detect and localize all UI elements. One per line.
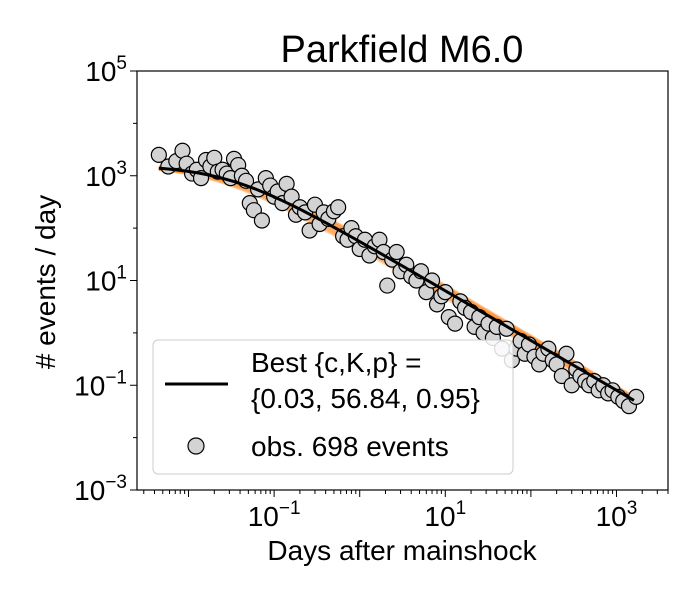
x-axis-label: Days after mainshock [267, 535, 537, 566]
observation-point [553, 367, 570, 385]
observation-point [379, 277, 396, 294]
best-fit-curve [158, 166, 635, 402]
observation-point [446, 315, 464, 332]
x-tick-label: 10−1 [248, 498, 301, 532]
x-axis: 10−1 101 103 [143, 490, 669, 532]
legend-box [152, 339, 514, 475]
y-axis-label: # events / day [30, 195, 61, 369]
y-tick-label: 10−3 [74, 472, 127, 506]
legend: Best {c,K,p} = {0.03, 56.84, 0.95} obs. … [152, 339, 514, 475]
y-tick-label: 105 [85, 53, 127, 87]
legend-obs-label: obs. 698 events [251, 431, 449, 462]
y-tick-label: 10−1 [74, 367, 127, 401]
legend-obs-marker [187, 437, 205, 455]
legend-fit-label-line1: Best {c,K,p} = [251, 347, 421, 378]
y-tick-label: 103 [85, 158, 127, 192]
observation-point [628, 388, 645, 405]
legend-fit-label-line2: {0.03, 56.84, 0.95} [251, 383, 480, 414]
observation-point [388, 243, 405, 261]
x-tick-label: 103 [596, 498, 638, 532]
chart-title: Parkfield M6.0 [281, 29, 524, 71]
observation-point [150, 146, 167, 164]
y-axis: 10−3 10−1 101 103 105 [74, 53, 137, 506]
observation-point [253, 212, 271, 229]
observation-point [330, 199, 347, 216]
x-tick-label: 101 [424, 498, 466, 532]
y-tick-label: 101 [85, 263, 127, 297]
